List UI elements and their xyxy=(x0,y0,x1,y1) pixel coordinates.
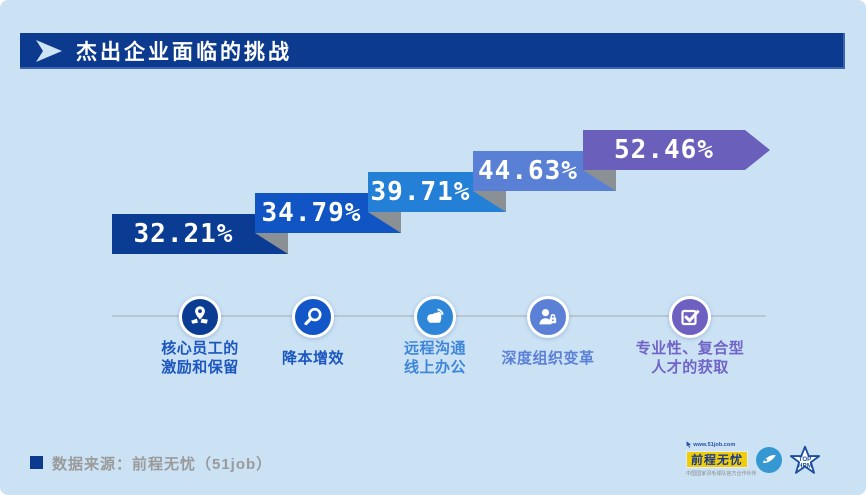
title-bar: 杰出企业面临的挑战 xyxy=(20,33,845,69)
51job-url-text: www.51job.com xyxy=(693,441,736,448)
ribbon-value-label: 34.79% xyxy=(261,198,362,228)
ribbon-bar-5: 52.46% xyxy=(583,130,770,170)
51job-brand-text: 前程无忧 xyxy=(690,453,744,467)
play-arrow-icon xyxy=(36,40,62,62)
51job-url-line: www.51job.com xyxy=(686,441,739,448)
milestone-label-line: 激励和保留 xyxy=(161,359,239,376)
ribbon-value-label: 32.21% xyxy=(133,219,234,249)
ribbon-value-label: 44.63% xyxy=(478,156,578,186)
milestone-label-5: 专业性、复合型 人才的获取 xyxy=(610,339,770,377)
ribbon-value-label: 39.71% xyxy=(370,177,471,207)
data-source-label: 数据来源：前程无忧（51job） xyxy=(52,456,273,473)
top-hrm-star-logo: TOP HRM xyxy=(789,445,821,474)
footer-bullet-square xyxy=(30,456,43,469)
milestone-label-line: 深度组织变革 xyxy=(501,350,595,367)
milestone-label-3: 远程沟通 线上办公 xyxy=(355,339,515,377)
milestone-label-line: 线上办公 xyxy=(403,359,466,376)
top-hrm-text-line2: HRM xyxy=(798,463,812,470)
magnifier-icon xyxy=(292,296,334,338)
51job-partner-text: 中国国家羽毛球队官方合作伙伴 xyxy=(686,471,757,477)
milestone-label-2: 降本增效 xyxy=(233,349,393,368)
milestone-label-line: 人才的获取 xyxy=(651,359,729,376)
ribbon-value-label: 52.46% xyxy=(614,135,714,165)
milestone-label-line: 远程沟通 xyxy=(403,340,466,357)
cursor-icon xyxy=(686,441,692,448)
ribbon-bar-3: 39.71% xyxy=(368,172,506,212)
milestone-label-line: 核心员工的 xyxy=(161,340,239,357)
milestone-label-4: 深度组织变革 xyxy=(468,349,628,368)
milestone-label-line: 专业性、复合型 xyxy=(635,340,745,357)
cloud-signal-icon xyxy=(414,296,456,338)
milestone-label-1: 核心员工的激励和保留 xyxy=(120,339,280,377)
51job-logo: www.51job.com 前程无忧 中国国家羽毛球队官方合作伙伴 xyxy=(686,441,757,480)
check-square-icon xyxy=(669,296,711,338)
milestone-label-line: 降本增效 xyxy=(281,350,344,367)
page-title: 杰出企业面临的挑战 xyxy=(76,41,292,64)
top-hrm-text-line1: TOP xyxy=(799,456,811,463)
51job-brand-box: 前程无忧 xyxy=(686,451,748,468)
globe-swoosh-badge-icon xyxy=(756,447,782,473)
map-pin-map-icon xyxy=(179,296,221,338)
user-lock-icon xyxy=(527,296,569,338)
